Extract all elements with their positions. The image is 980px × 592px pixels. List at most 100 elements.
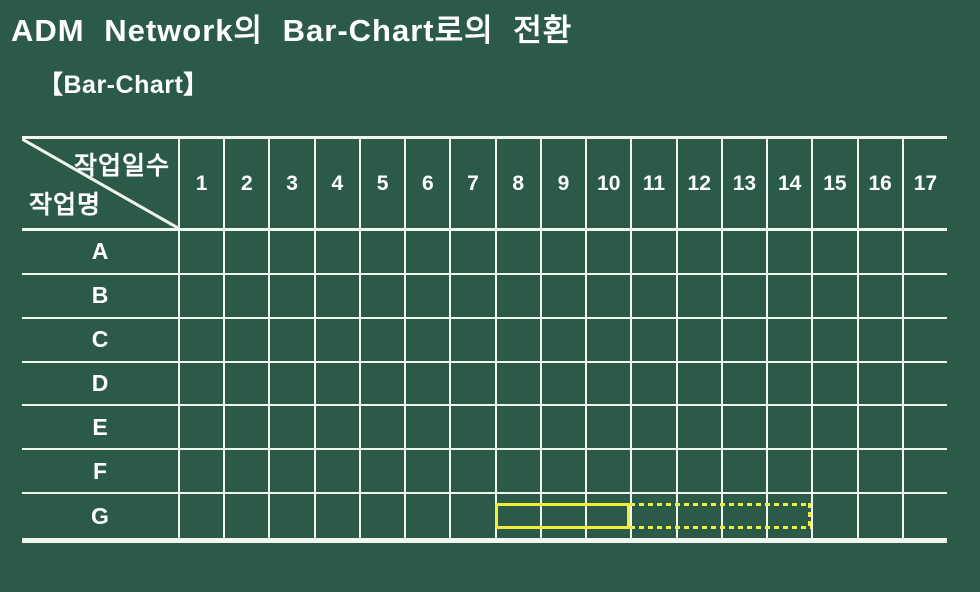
grid-cell-B-2 [223,274,269,319]
grid-cell-F-4 [313,450,359,495]
grid-cell-B-10 [585,274,631,319]
grid-cell-D-11 [630,362,676,407]
grid-cell-C-6 [404,318,450,363]
grid-cell-G-6 [404,494,449,538]
row-label-A: A [22,231,178,275]
grid-cell-F-14 [766,450,812,495]
grid-cell-B-6 [404,274,450,319]
grid-cell-F-13 [720,450,767,495]
row-label-B: B [22,275,178,319]
grid-cell-G-3 [268,494,313,538]
grid-cell-A-10 [585,231,631,275]
grid-cell-B-5 [358,274,405,319]
row-label-C: C [22,319,178,363]
grid-cell-C-13 [720,318,767,363]
grid-cell-E-14 [766,406,812,451]
grid-cell-F-16 [856,450,902,495]
grid-cell-G-10 [585,494,630,538]
day-header-4: 4 [313,139,359,231]
grid-cell-A-2 [223,231,269,275]
grid-cell-E-16 [856,406,902,451]
grid-cell-D-14 [766,362,812,407]
grid-cell-B-15 [811,274,857,319]
grid-cell-B-12 [675,274,721,319]
grid-cell-D-17 [901,362,947,407]
grid-cell-G-4 [313,494,359,538]
grid-cell-B-1 [178,274,224,319]
grid-cell-F-11 [630,450,676,495]
grid-cell-F-8 [494,450,540,495]
grid-cell-A-1 [178,231,224,275]
grid-cell-B-8 [494,274,540,319]
grid-cell-G-5 [358,494,404,538]
activity-bar-g-dashed [630,503,812,530]
row-label-E: E [22,406,178,451]
grid-cell-C-16 [856,318,902,363]
grid-cell-B-7 [449,274,495,319]
day-header-12: 12 [675,139,721,231]
grid-cell-E-17 [901,406,947,451]
day-header-5: 5 [358,139,405,231]
grid-cell-E-4 [313,406,359,451]
grid-cell-C-15 [811,318,857,363]
grid-cell-C-11 [630,318,676,363]
grid-cell-E-6 [404,406,450,451]
grid-cell-D-10 [585,362,631,407]
grid-cell-A-11 [630,231,676,275]
grid-cell-E-7 [449,406,495,451]
grid-cell-F-3 [268,450,314,495]
grid-cell-D-1 [178,362,224,407]
grid-cell-F-10 [585,450,631,495]
grid-cell-G-16 [856,494,902,538]
grid-cell-G-9 [539,494,585,538]
day-header-9: 9 [539,139,586,231]
grid-cell-E-12 [675,406,721,451]
grid-cell-F-6 [404,450,450,495]
grid-cell-D-6 [404,362,450,407]
day-header-3: 3 [268,139,314,231]
grid-cell-E-5 [358,406,405,451]
grid-cell-A-7 [449,231,495,275]
grid-cell-B-11 [630,274,676,319]
grid-cell-C-10 [585,318,631,363]
day-header-13: 13 [720,139,767,231]
day-header-17: 17 [901,139,947,231]
grid-cell-C-9 [539,318,586,363]
corner-label-workdays: 작업일수 [73,152,170,180]
grid-cell-C-4 [313,318,359,363]
grid-cell-E-9 [539,406,586,451]
grid-cell-B-3 [268,274,314,319]
day-header-15: 15 [811,139,857,231]
grid-cell-E-13 [720,406,767,451]
grid-cell-F-2 [223,450,269,495]
grid-cell-C-7 [449,318,495,363]
grid-cell-F-17 [901,450,947,495]
grid-cell-D-3 [268,362,314,407]
slide-title: ADM Network의 Bar-Chart로의 전환 [11,13,573,48]
grid-cell-A-6 [404,231,450,275]
grid-cell-G-17 [901,494,947,538]
bar-chart-grid: 작업일수 작업명 1 2 3 4 5 6 7 8 9 10 11 12 13 14 15 16 17 A B C D E F… [22,136,947,543]
grid-cell-B-16 [856,274,902,319]
grid-cell-A-8 [494,231,540,275]
grid-cell-A-17 [901,231,947,275]
day-header-11: 11 [630,139,676,231]
grid-cell-C-3 [268,318,314,363]
grid-cell-D-9 [539,362,586,407]
grid-cell-B-9 [539,274,586,319]
grid-cell-A-12 [675,231,721,275]
grid-cell-C-2 [223,318,269,363]
grid-cell-C-8 [494,318,540,363]
grid-cell-B-4 [313,274,359,319]
day-header-2: 2 [223,139,269,231]
grid-cell-G-15 [811,494,856,538]
grid-cell-E-1 [178,406,224,451]
grid-cell-G-1 [178,494,223,538]
grid-cell-D-16 [856,362,902,407]
grid-cell-F-15 [811,450,857,495]
grid-cell-D-13 [720,362,767,407]
grid-cell-G-2 [223,494,268,538]
row-label-F: F [22,450,178,495]
activity-bar-g-solid [494,503,631,530]
